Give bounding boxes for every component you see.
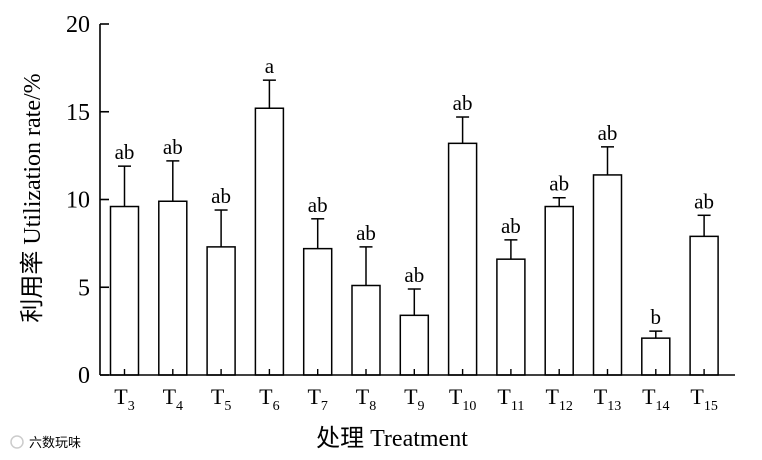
bar-4: [302, 247, 333, 376]
significance-label-10: ab: [598, 121, 618, 145]
significance-label-3: a: [265, 54, 275, 78]
significance-label-0: ab: [115, 140, 135, 164]
bar-2: [206, 246, 236, 376]
x-axis-title: 处理 Treatment: [316, 425, 468, 452]
x-tick-label-8: T11: [497, 384, 524, 414]
watermark: 六数玩味: [10, 435, 81, 450]
significance-label-6: ab: [404, 263, 424, 287]
y-tick-label-4: 20: [66, 12, 90, 38]
bar-0: [109, 205, 140, 376]
x-tick-label-11: T14: [642, 384, 669, 414]
y-ticks-group: 0 5 10 15 20: [66, 12, 109, 389]
x-tick-label-6: T9: [404, 384, 424, 414]
bar-6: [399, 314, 430, 376]
bar-1: [158, 200, 188, 376]
significance-label-8: ab: [501, 214, 521, 238]
bar-5: [351, 284, 381, 376]
x-tick-label-10: T13: [594, 384, 621, 414]
bar-7: [447, 142, 478, 376]
significance-label-4: ab: [308, 193, 328, 217]
watermark-logo-icon: [10, 435, 24, 449]
significance-label-1: ab: [163, 135, 183, 159]
significance-label-7: ab: [453, 91, 473, 115]
x-tick-label-7: T10: [449, 384, 476, 414]
bar-12: [689, 235, 719, 376]
watermark-text: 六数玩味: [29, 435, 81, 450]
x-tick-label-1: T4: [163, 384, 183, 414]
error-bars-group: [118, 79, 711, 339]
significance-labels-group: ab ab ab a ab ab ab ab ab ab ab b ab: [115, 54, 714, 329]
y-tick-label-1: 5: [78, 275, 90, 301]
x-tick-label-12: T15: [690, 384, 717, 414]
significance-label-11: b: [651, 305, 662, 329]
bar-3: [254, 107, 285, 376]
y-axis-title: 利用率 Utilization rate/%: [19, 73, 46, 322]
x-tick-label-2: T5: [211, 384, 231, 414]
bar-9: [544, 205, 574, 376]
significance-label-9: ab: [549, 172, 569, 196]
y-tick-label-2: 10: [66, 188, 90, 214]
x-tick-label-3: T6: [259, 384, 279, 414]
significance-label-5: ab: [356, 221, 376, 245]
bar-8: [496, 258, 526, 376]
y-tick-label-0: 0: [78, 363, 90, 389]
significance-label-2: ab: [211, 184, 231, 208]
significance-label-12: ab: [694, 189, 714, 213]
bars-group: [109, 107, 719, 376]
x-tick-labels-group: T3 T4 T5 T6 T7 T8 T9 T10 T11 T12 T13 T14 T15: [114, 369, 718, 414]
y-tick-label-3: 15: [66, 100, 90, 126]
x-tick-label-0: T3: [114, 384, 134, 414]
x-tick-label-5: T8: [356, 384, 376, 414]
x-tick-label-9: T12: [545, 384, 572, 414]
bar-10: [592, 174, 623, 376]
x-tick-label-4: T7: [307, 384, 327, 414]
